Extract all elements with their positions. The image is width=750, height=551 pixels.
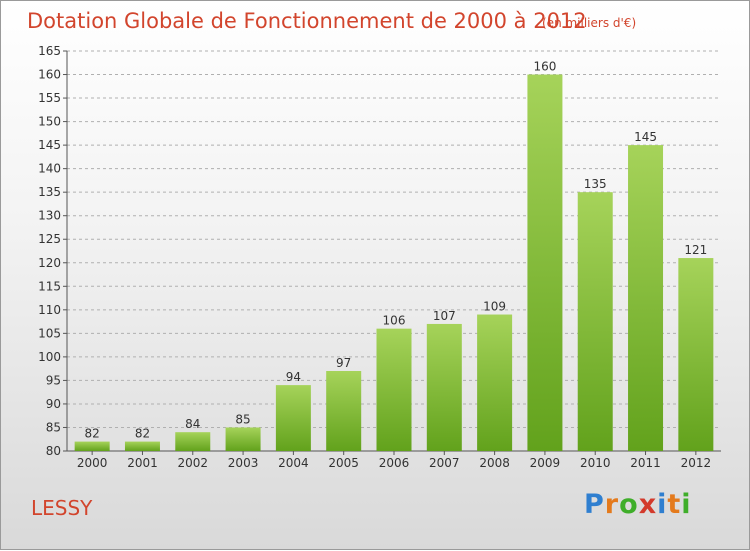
y-tick-label: 160 [38,68,61,82]
x-tick-label-2009: 2009 [530,456,561,470]
value-label-2011: 145 [634,130,657,144]
logo-letter: r [604,489,620,520]
value-label-2001: 82 [135,427,150,441]
value-label-2002: 84 [185,417,200,431]
x-tick-label-2012: 2012 [681,456,712,470]
value-label-2003: 85 [235,412,250,426]
y-tick-label: 105 [38,326,61,340]
bar-2011 [628,145,664,451]
x-tick-label-2000: 2000 [77,456,108,470]
x-tick-label-2008: 2008 [479,456,510,470]
y-tick-label: 90 [46,397,61,411]
bar-2003 [225,427,261,451]
y-tick-label: 115 [38,279,61,293]
y-tick-label: 135 [38,185,61,199]
logo-letter: o [619,489,639,520]
bar-2004 [275,385,311,451]
bar-2002 [175,432,211,451]
labels: 80 85 90 95 100 105 110 115 120 125 130 135 140 145 15… [38,44,711,470]
y-tick-label: 110 [38,303,61,317]
x-tick-label-2002: 2002 [177,456,208,470]
y-tick-label: 165 [38,44,61,58]
y-tick-label: 130 [38,209,61,223]
chart-title: Dotation Globale de Fonctionnement de 20… [27,9,587,33]
logo-letter: P [584,489,605,520]
value-label-2000: 82 [85,427,100,441]
town-name: LESSY [31,496,93,520]
value-label-2010: 135 [584,177,607,191]
bar-2010 [577,192,613,452]
proxiti-logo: Proxiti [584,489,692,520]
bar-2008 [477,314,513,451]
value-label-2007: 107 [433,309,456,323]
y-tick-label: 155 [38,91,61,105]
bars [74,74,714,452]
bar-2000 [74,441,110,451]
value-label-2006: 106 [383,314,406,328]
bar-2012 [678,258,714,451]
bar-2001 [124,441,160,451]
y-tick-label: 125 [38,232,61,246]
units-label: (en milliers d'€) [542,16,637,30]
y-tick-label: 150 [38,115,61,129]
y-tick-label: 145 [38,138,61,152]
value-label-2009: 160 [533,60,556,74]
x-tick-label-2006: 2006 [379,456,410,470]
logo-letter: x [638,489,658,520]
y-tick-label: 140 [38,162,61,176]
x-tick-label-2007: 2007 [429,456,460,470]
y-tick-label: 95 [46,373,61,387]
value-label-2005: 97 [336,356,351,370]
x-tick-label-2001: 2001 [127,456,158,470]
x-tick-label-2010: 2010 [580,456,611,470]
x-tick-label-2004: 2004 [278,456,309,470]
logo-letter: t [667,489,682,520]
value-label-2008: 109 [483,300,506,314]
y-tick-label: 80 [46,444,61,458]
value-label-2012: 121 [684,243,707,257]
bar-2007 [426,323,462,451]
x-tick-label-2003: 2003 [228,456,259,470]
y-tick-label: 120 [38,256,61,270]
bar-2005 [326,371,362,451]
x-tick-label-2011: 2011 [630,456,661,470]
logo-letter: i [681,489,692,520]
logo-letter: i [657,489,668,520]
y-tick-label: 100 [38,350,61,364]
bar-2009 [527,74,563,451]
bar-2006 [376,328,412,451]
value-label-2004: 94 [286,370,301,384]
y-tick-label: 85 [46,420,61,434]
x-tick-label-2005: 2005 [328,456,359,470]
